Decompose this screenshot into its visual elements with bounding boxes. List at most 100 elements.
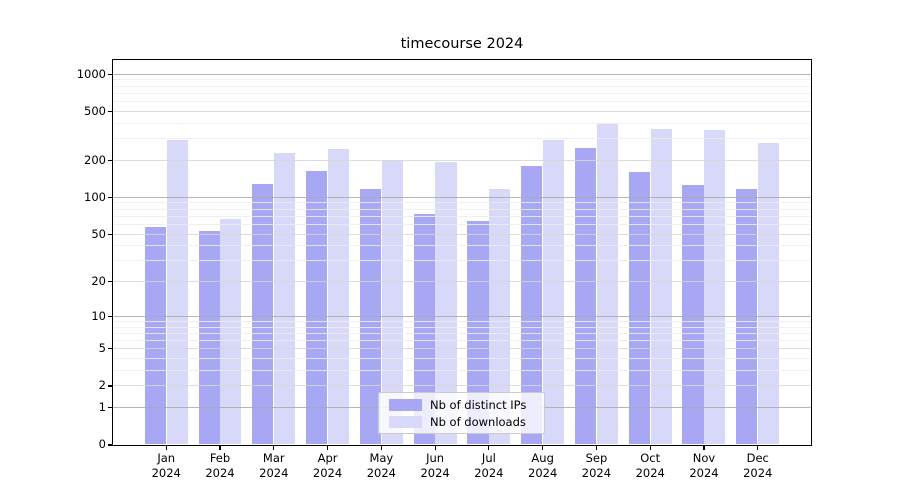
x-axis-tick [595, 445, 598, 450]
month-label: Jul [481, 451, 496, 466]
bar-downloads [596, 122, 618, 445]
x-axis-tick-label: Feb 2024 [190, 451, 250, 480]
y-gridline [113, 326, 811, 328]
x-axis-tick [273, 445, 275, 450]
legend: Nb of distinct IPs Nb of downloads [378, 392, 545, 434]
x-axis-tick [542, 445, 544, 450]
y-axis-tick [108, 196, 112, 199]
y-axis-tick-label: 2 [98, 378, 106, 393]
month-label: Feb [209, 451, 231, 466]
year-label: 2024 [205, 465, 235, 480]
bar-downloads [758, 142, 780, 445]
x-axis-tick [757, 445, 759, 450]
y-gridline [113, 208, 811, 210]
y-axis-tick [108, 233, 112, 235]
bar-downloads [274, 153, 296, 445]
y-gridline [113, 202, 811, 204]
month-label: Dec [746, 451, 769, 466]
x-axis-tick [488, 445, 490, 450]
y-gridline [113, 196, 811, 198]
y-axis-tick-label: 1 [98, 400, 106, 415]
y-axis-tick-label: 200 [84, 152, 106, 167]
x-axis-tick-label: Oct 2024 [620, 451, 680, 480]
x-axis-tick [434, 445, 436, 450]
bar-downloads [542, 140, 565, 445]
month-label: Mar [262, 451, 285, 466]
y-gridline [113, 320, 811, 322]
x-axis-tick [326, 445, 329, 450]
bar-distinct-ips [198, 231, 220, 445]
month-label: May [369, 451, 394, 466]
month-label: Nov [692, 451, 716, 466]
y-axis-tick-label: 20 [91, 274, 106, 289]
year-label: 2024 [581, 465, 612, 480]
y-axis-tick [108, 159, 112, 162]
y-axis-tick [108, 73, 112, 76]
x-axis-tick-label: Aug 2024 [513, 451, 573, 480]
y-gridline [113, 159, 811, 161]
x-axis-tick [703, 445, 705, 450]
month-label: Oct [640, 451, 661, 466]
y-axis-tick [108, 315, 112, 317]
year-label: 2024 [312, 465, 343, 480]
bar-downloads [650, 128, 672, 445]
bar-distinct-ips [574, 147, 597, 445]
chart-title: timecourse 2024 [400, 36, 524, 52]
month-label: Jun [426, 451, 445, 466]
bar-downloads [704, 129, 726, 445]
year-label: 2024 [259, 465, 289, 480]
year-label: 2024 [743, 465, 773, 480]
x-axis-tick-label: Jan 2024 [136, 451, 196, 480]
bar-downloads [327, 149, 350, 445]
y-gridline [113, 92, 811, 94]
month-label: Aug [531, 451, 554, 466]
y-axis-tick [108, 407, 112, 409]
y-gridline [113, 332, 811, 334]
month-label: Apr [317, 451, 338, 466]
y-axis-tick-label: 500 [84, 103, 106, 118]
bar-distinct-ips [413, 214, 435, 445]
x-axis-tick-label: Mar 2024 [244, 451, 304, 480]
x-axis-tick-label: Jul 2024 [459, 451, 519, 480]
x-axis-tick-label: Dec 2024 [728, 451, 788, 480]
y-gridline [113, 215, 811, 217]
y-axis-tick [108, 110, 112, 113]
bar-distinct-ips [521, 165, 543, 445]
y-axis-tick [108, 385, 112, 387]
year-label: 2024 [366, 465, 396, 480]
bar-distinct-ips [628, 172, 650, 445]
legend-item: Nb of downloads [389, 415, 544, 429]
y-gridline [113, 245, 811, 247]
y-axis-tick-label: 50 [91, 226, 106, 241]
legend-swatch-distinct-ips [389, 398, 422, 411]
y-gridline [113, 340, 811, 342]
y-axis-tick-label: 5 [98, 341, 106, 356]
bar-downloads [435, 162, 457, 445]
year-label: 2024 [420, 465, 450, 480]
year-label: 2024 [528, 465, 558, 480]
y-gridline [113, 110, 811, 112]
y-gridline [113, 73, 811, 75]
y-gridline [113, 370, 811, 372]
bar-distinct-ips [144, 226, 166, 445]
x-axis-tick-label: Sep 2024 [566, 451, 626, 480]
y-gridline [113, 260, 811, 262]
y-gridline [113, 315, 811, 317]
bar-downloads [220, 218, 242, 445]
x-axis-tick [165, 445, 167, 450]
y-gridline [113, 385, 811, 387]
bar-distinct-ips [306, 170, 328, 445]
y-gridline [113, 233, 811, 235]
year-label: 2024 [474, 465, 504, 480]
y-gridline [113, 101, 811, 103]
y-axis-tick-label: 10 [91, 308, 106, 323]
year-label: 2024 [151, 465, 181, 480]
bar-downloads [381, 159, 403, 445]
year-label: 2024 [635, 465, 665, 480]
x-axis-tick-label: Jun 2024 [405, 451, 465, 480]
y-axis-tick-label: 100 [84, 189, 106, 204]
y-axis-tick [108, 281, 112, 283]
y-gridline [113, 223, 811, 225]
y-axis-tick [108, 348, 112, 350]
